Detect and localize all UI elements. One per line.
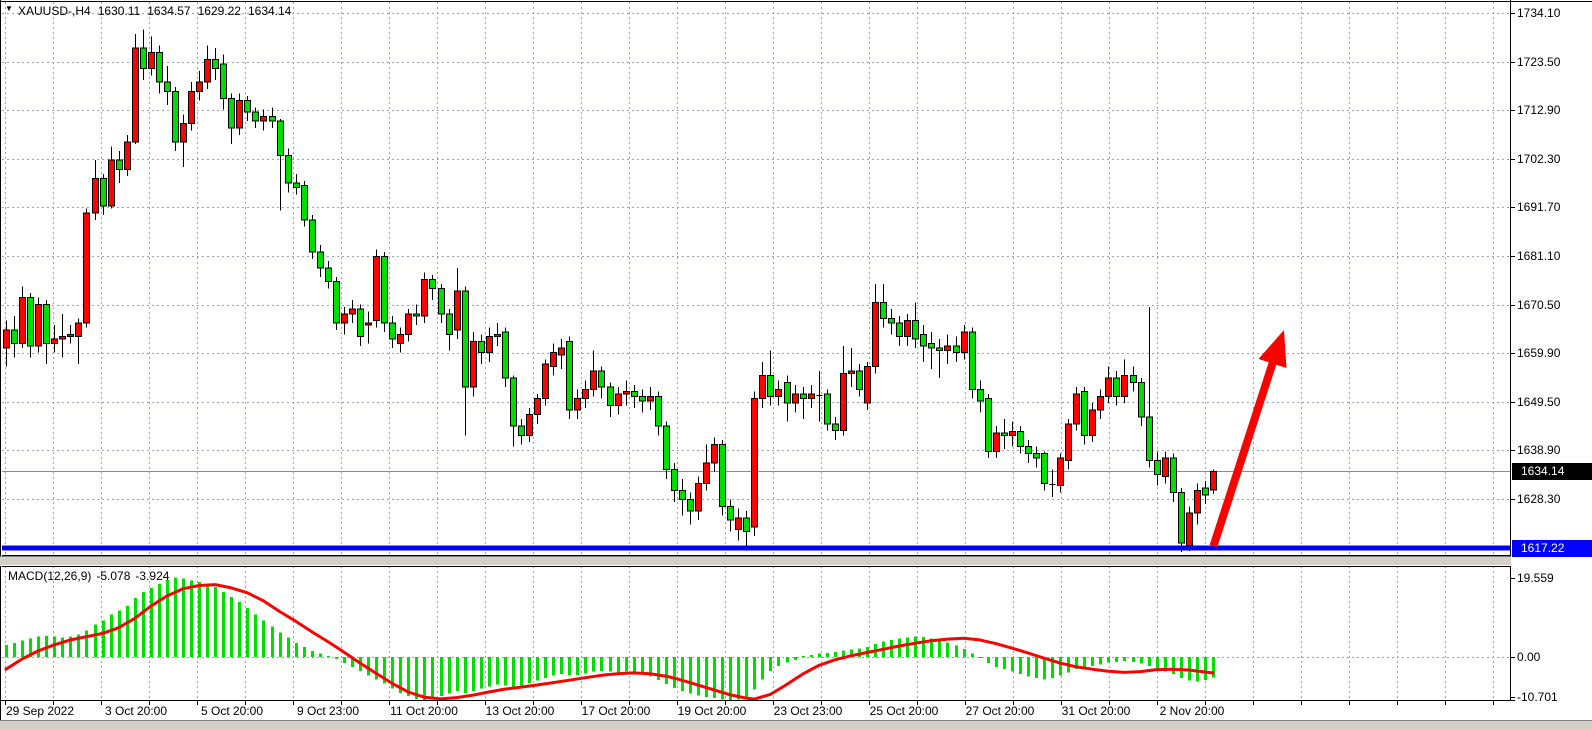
price-axis-label: 1712.90 — [1517, 103, 1561, 117]
macd-scale-min: -10.701 — [1517, 690, 1558, 704]
time-axis-label: 2 Nov 20:00 — [1159, 704, 1225, 718]
macd-signal-value: -3.924 — [135, 569, 170, 583]
price-axis-label: 1638.90 — [1517, 443, 1561, 457]
macd-indicator-label: MACD(12,26,9) -5.078 -3.924 — [8, 569, 174, 583]
price-axis-label: 1681.10 — [1517, 249, 1561, 263]
time-axis-label: 11 Oct 20:00 — [390, 704, 458, 718]
macd-histogram-series — [5, 577, 1215, 701]
chevron-down-icon[interactable]: ▼ — [5, 4, 13, 13]
candlestick-series — [3, 29, 1217, 553]
time-axis-label: 17 Oct 20:00 — [581, 704, 651, 718]
ohlc-open: 1630.11 — [97, 4, 141, 18]
pane-separator[interactable] — [0, 556, 1511, 566]
macd-value: -5.078 — [96, 569, 131, 583]
current-price-tag: 1634.14 — [1512, 463, 1592, 480]
time-axis-label: 5 Oct 20:00 — [200, 704, 264, 718]
time-axis-label: 3 Oct 20:00 — [104, 704, 168, 718]
time-axis-label: 27 Oct 20:00 — [965, 704, 1035, 718]
time-axis-label: 9 Oct 23:00 — [296, 704, 360, 718]
price-axis-label: 1670.50 — [1517, 298, 1561, 312]
price-axis-label: 1659.90 — [1517, 346, 1561, 360]
time-axis-label: 29 Sep 2022 — [5, 704, 75, 718]
gridlines — [2, 2, 1510, 700]
window-chrome-strip — [0, 720, 1592, 730]
macd-signal-line — [4, 583, 1215, 701]
trend-arrow-object[interactable] — [1209, 330, 1287, 548]
macd-name: MACD(12,26,9) — [8, 569, 92, 583]
ohlc-close: 1634.14 — [247, 4, 292, 18]
chart-title: XAUUSD-,H4 1630.11 1634.57 1629.22 1634.14 — [18, 4, 298, 18]
support-hline-object[interactable] — [2, 545, 1510, 551]
price-axis-label: 1702.30 — [1517, 152, 1561, 166]
price-axis-label: 1723.50 — [1517, 55, 1561, 69]
price-axis-label: 1734.10 — [1517, 6, 1561, 20]
price-axis-label: 1691.70 — [1517, 200, 1561, 214]
symbol-period-label: XAUUSD-,H4 — [18, 4, 91, 18]
macd-scale-zero: 0.00 — [1517, 650, 1541, 664]
time-axis-label: 13 Oct 20:00 — [485, 704, 555, 718]
time-axis-label: 31 Oct 20:00 — [1061, 704, 1131, 718]
time-axis-label: 25 Oct 20:00 — [869, 704, 939, 718]
price-axis-label: 1628.30 — [1517, 492, 1561, 506]
time-axis-label: 19 Oct 20:00 — [677, 704, 747, 718]
support-line-price-tag: 1617.22 — [1512, 540, 1592, 557]
ohlc-low: 1629.22 — [197, 4, 241, 18]
ohlc-high: 1634.57 — [147, 4, 191, 18]
price-axis-label: 1649.50 — [1517, 395, 1561, 409]
time-axis-label: 23 Oct 23:00 — [773, 704, 843, 718]
macd-scale-max: 19.559 — [1517, 571, 1554, 585]
